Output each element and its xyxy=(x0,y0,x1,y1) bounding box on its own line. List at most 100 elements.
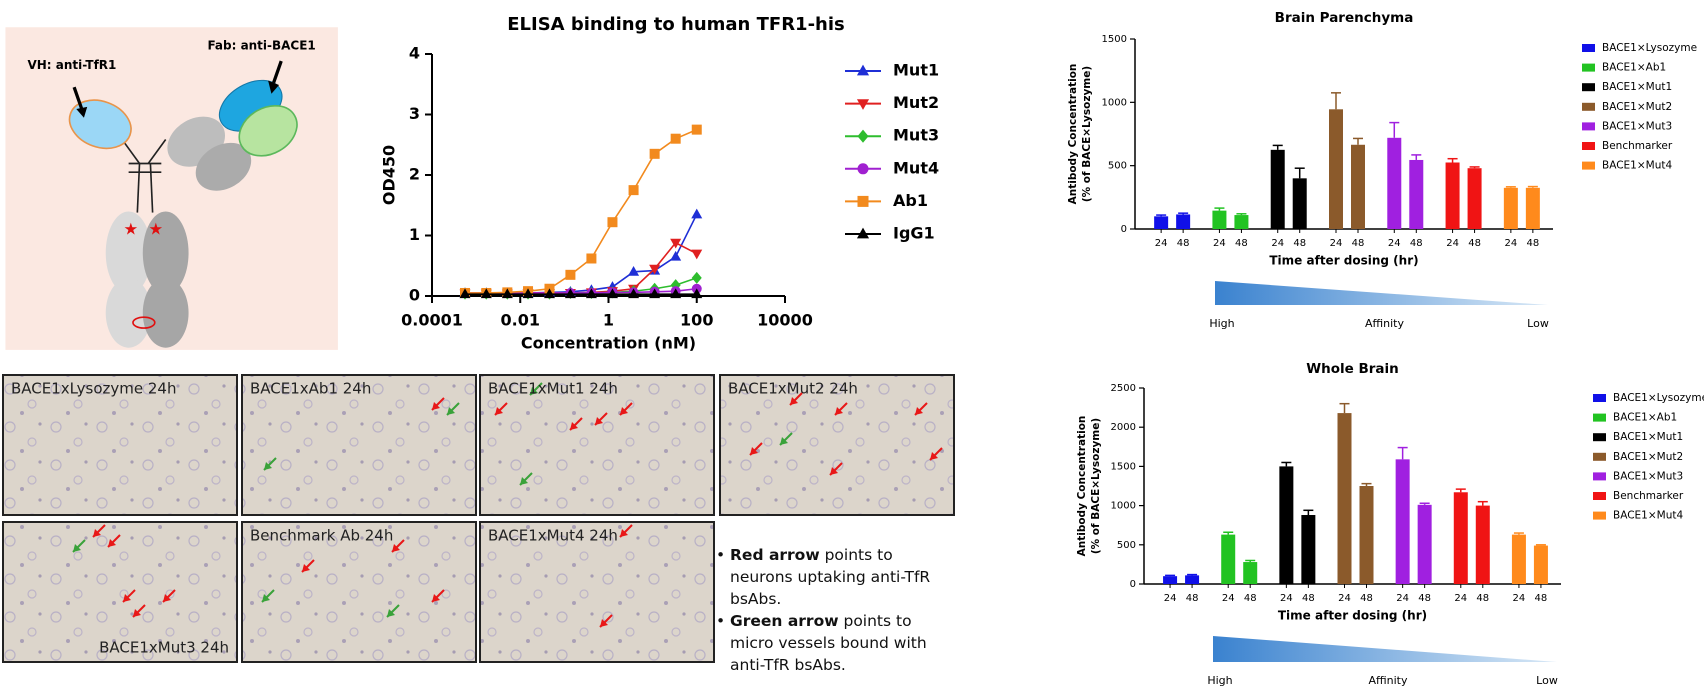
chart-title: ELISA binding to human TFR1-his xyxy=(507,14,845,35)
x-tick-label: 48 xyxy=(1476,593,1489,604)
legend-label: BACE1×Mut1 xyxy=(1613,431,1683,443)
x-tick-label: 48 xyxy=(1418,593,1431,604)
note: Green arrow points to micro vessels boun… xyxy=(716,610,956,676)
legend-swatch xyxy=(1582,122,1595,131)
legend-label: BACE1×Ab1 xyxy=(1613,412,1677,424)
arrow-head xyxy=(570,422,578,430)
arrow-head xyxy=(387,609,395,617)
marker xyxy=(628,288,640,299)
y-tick-label: 1500 xyxy=(1102,34,1127,45)
panel-label: BACE1xMut1 24h xyxy=(488,380,618,398)
marker xyxy=(522,288,534,299)
marker xyxy=(480,288,492,299)
legend-marker xyxy=(856,227,870,239)
micrograph xyxy=(241,521,477,663)
arrow-head xyxy=(108,539,116,547)
marker xyxy=(691,288,703,299)
bar xyxy=(1301,515,1316,584)
arrow-head xyxy=(930,452,938,460)
panel-label: BACE1xLysozyme 24h xyxy=(11,380,176,398)
y-tick-label: 0 xyxy=(1130,579,1136,590)
y-tick-label: 2000 xyxy=(1111,422,1136,433)
arrow-head xyxy=(432,402,440,410)
y-axis-label: (% of BACE×Lysozyme) xyxy=(1081,66,1093,202)
bar xyxy=(1351,144,1365,229)
marker xyxy=(459,288,471,299)
bar xyxy=(1163,576,1178,584)
bar xyxy=(1525,187,1540,229)
x-tick-label: 24 xyxy=(1280,593,1293,604)
x-tick-label: 24 xyxy=(1155,238,1168,249)
x-tick-label: 48 xyxy=(1468,238,1481,249)
note-bold: Green arrow xyxy=(730,612,839,630)
x-tick-label: 24 xyxy=(1164,593,1177,604)
arrow-head xyxy=(600,619,608,627)
arrow-head xyxy=(790,397,798,405)
legend-label: Mut1 xyxy=(893,61,939,80)
x-tick-label: 24 xyxy=(1213,238,1226,249)
legend-swatch xyxy=(1582,161,1595,170)
y-axis-label: (% of BACE×Lysozyme) xyxy=(1090,418,1102,554)
gradient-label: High xyxy=(1209,317,1234,330)
x-tick-label: 24 xyxy=(1338,593,1351,604)
bar xyxy=(1329,109,1343,229)
arrow-head xyxy=(620,529,628,537)
micrograph xyxy=(479,374,715,516)
legend-marker xyxy=(857,163,869,175)
bar xyxy=(1337,413,1352,584)
affinity-gradient xyxy=(1213,636,1557,662)
arrow-head xyxy=(835,407,843,415)
legend-marker xyxy=(856,99,870,110)
y-tick-label: 4 xyxy=(409,44,420,63)
x-axis-label: Time after dosing (hr) xyxy=(1269,254,1418,268)
y-axis-label: Antibody Concentration xyxy=(1076,416,1088,557)
legend-label: BACE1×Mut4 xyxy=(1613,510,1683,522)
bar xyxy=(1445,162,1460,229)
panel-label: BACE1xMut2 24h xyxy=(728,380,858,398)
legend-label: BACE1×Lysozyme xyxy=(1613,392,1704,404)
bar xyxy=(1503,187,1518,229)
note-text: points to neurons uptaking anti-TfR bsAb… xyxy=(730,546,931,608)
x-tick-label: 48 xyxy=(1352,238,1365,249)
arrow-head xyxy=(262,594,270,602)
diagram-label: VH: anti-TfR1 xyxy=(27,58,116,72)
x-tick-label: 48 xyxy=(1244,593,1257,604)
marker xyxy=(670,238,682,249)
x-tick-label: 48 xyxy=(1535,593,1548,604)
micrographs: BACE1xLysozyme 24h BACE1xAb1 24h BACE1xMut… xyxy=(2,374,955,663)
x-tick-label: 48 xyxy=(1293,238,1306,249)
y-tick-label: 2 xyxy=(409,165,420,184)
marker xyxy=(501,288,513,299)
legend-swatch xyxy=(1593,394,1606,402)
arrow-head xyxy=(163,594,171,602)
micrograph xyxy=(2,374,238,516)
arrow-head xyxy=(93,529,101,537)
y-tick-label: 1500 xyxy=(1111,461,1136,472)
marker xyxy=(649,288,661,299)
legend-swatch xyxy=(1593,413,1606,422)
bar xyxy=(1212,210,1227,229)
panel-label: BACE1xAb1 24h xyxy=(250,380,371,398)
micrograph xyxy=(241,374,477,516)
diagram-label: Fab: anti-BACE1 xyxy=(207,38,315,52)
panel-label: BACE1xMut4 24h xyxy=(488,527,618,545)
legend-marker xyxy=(857,195,869,207)
x-tick-label: 48 xyxy=(1177,238,1190,249)
legend-swatch xyxy=(1582,142,1595,150)
x-tick-label: 24 xyxy=(1330,238,1343,249)
legend-swatch xyxy=(1593,511,1606,520)
x-tick-label: 48 xyxy=(1526,238,1539,249)
svg-text:★: ★ xyxy=(149,219,164,238)
x-tick-label: 1 xyxy=(603,311,614,330)
bar xyxy=(1185,575,1200,584)
y-tick-label: 1000 xyxy=(1111,501,1136,512)
series-line xyxy=(465,128,698,294)
y-tick-label: 1000 xyxy=(1102,97,1127,108)
bar xyxy=(1511,534,1526,584)
panel-label: Benchmark Ab 24h xyxy=(250,527,393,545)
arrow-head xyxy=(392,544,400,552)
legend-label: BACE1×Mut3 xyxy=(1613,470,1683,482)
x-tick-label: 24 xyxy=(1222,593,1235,604)
marker xyxy=(691,249,703,260)
x-tick-label: 24 xyxy=(1396,593,1409,604)
